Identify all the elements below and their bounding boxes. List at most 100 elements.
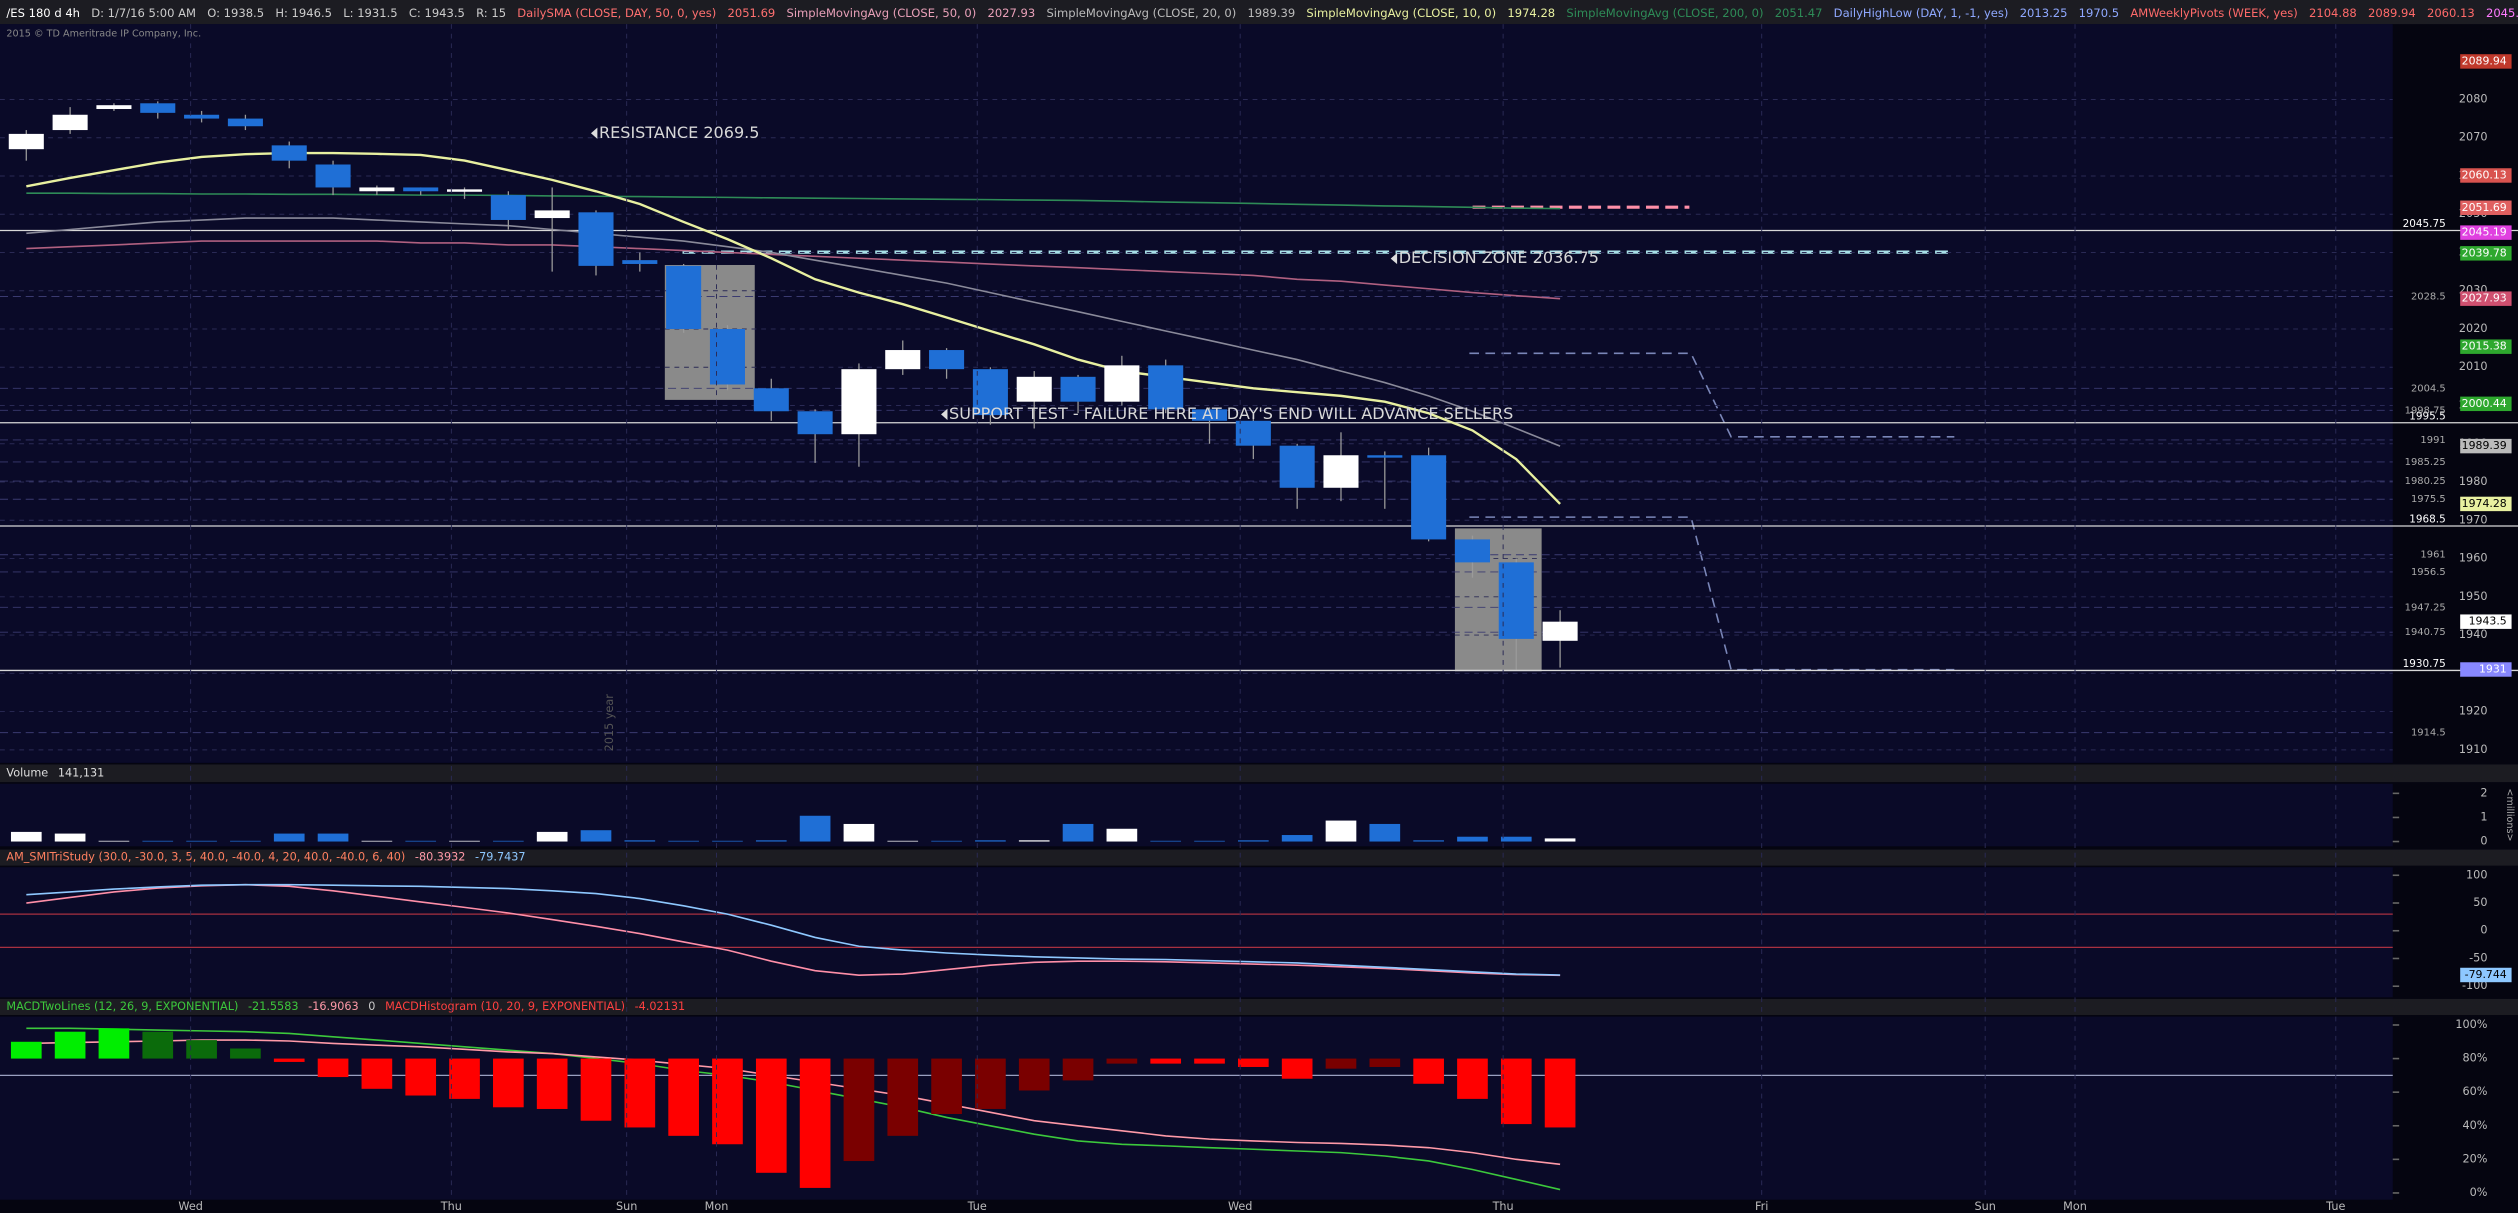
panel-header-item: -80.3932	[415, 851, 466, 864]
candle-body	[1104, 365, 1140, 402]
volume-bar	[493, 840, 524, 842]
y-tick-label: 2020	[2459, 322, 2488, 335]
candle-body	[1191, 409, 1228, 421]
y-tick-label: 40%	[2463, 1119, 2488, 1132]
volume-bar	[712, 840, 743, 842]
toolbar-item: 2104.88	[2309, 5, 2357, 19]
y-tick-label: 60%	[2463, 1085, 2488, 1098]
histogram-bar	[931, 1058, 962, 1115]
y-tick-label: 2010	[2459, 360, 2488, 373]
toolbar-item: /ES 180 d 4h	[6, 5, 80, 19]
x-tick-label: Sun	[1975, 1200, 1996, 1213]
volume-bar	[931, 840, 962, 842]
price-badge	[2460, 967, 2512, 983]
price-badge	[2460, 438, 2512, 454]
y-tick-label: 20%	[2463, 1152, 2488, 1165]
histogram-bar	[1238, 1058, 1269, 1067]
histogram-bar	[1413, 1058, 1444, 1084]
volume-bar	[98, 840, 130, 842]
price-label: 1961	[2420, 550, 2445, 561]
price-badge	[2460, 246, 2512, 261]
histogram-bar	[493, 1058, 524, 1108]
toolbar-item: R: 15	[476, 5, 506, 19]
y-tick-label: -50	[2469, 951, 2487, 964]
x-tick-label: Thu	[440, 1200, 462, 1213]
annotation-arrow	[590, 127, 598, 139]
macd-header-bar	[0, 998, 2518, 1015]
axis-label: <millions>	[2504, 788, 2515, 841]
volume-bar	[799, 815, 831, 842]
price-label: 2028.5	[2411, 291, 2446, 302]
panel-header-item: 141,131	[58, 766, 104, 779]
histogram-bar	[1544, 1058, 1576, 1128]
price-badge	[2460, 662, 2512, 677]
candle-body	[1454, 539, 1490, 563]
price-badge-label: 2089.94	[2462, 54, 2507, 67]
panel-header-item: -79.7437	[475, 851, 526, 864]
histogram-bar	[843, 1058, 875, 1162]
toolbar-item: 2060.13	[2427, 5, 2475, 19]
x-tick-label: Wed	[178, 1200, 202, 1213]
toolbar-item: DailySMA (CLOSE, DAY, 50, 0, yes)	[517, 5, 716, 19]
osc-panel	[0, 867, 2393, 998]
y-tick-label: 0%	[2470, 1186, 2488, 1199]
x-tick-label: Tue	[967, 1200, 987, 1213]
candle-body	[184, 114, 220, 119]
histogram-bar	[405, 1058, 437, 1096]
candle-body	[315, 164, 351, 188]
volume-bar	[54, 833, 86, 842]
histogram-bar	[887, 1058, 919, 1136]
y-tick-label: 1920	[2459, 705, 2488, 718]
histogram-bar	[142, 1031, 174, 1059]
price-label: 1975.5	[2411, 494, 2446, 505]
candle-body	[1367, 455, 1403, 458]
candle-body	[753, 388, 789, 412]
panel-header-item: Volume	[6, 766, 48, 779]
macd-panel	[0, 1016, 2393, 1200]
price-badge-label: 2015.38	[2462, 340, 2507, 353]
level-label: 1995.5	[2409, 410, 2445, 422]
x-tick-label: Wed	[1228, 1200, 1252, 1213]
volume-bar	[1500, 836, 1532, 842]
toolbar-item: L: 1931.5	[343, 5, 397, 19]
volume-bar	[755, 840, 787, 842]
osc-header-bar	[0, 849, 2518, 866]
candle-body	[8, 133, 44, 150]
histogram-bar	[10, 1041, 42, 1059]
y-tick-label: 80%	[2463, 1052, 2488, 1065]
price-badge-label: -79.744	[2465, 968, 2507, 981]
candle-body	[271, 145, 307, 161]
projection-line	[1469, 516, 1955, 671]
candle-body	[1235, 420, 1271, 446]
volume-bar	[536, 831, 568, 842]
y-tick-label: 100%	[2455, 1018, 2487, 1031]
level-label: 1968.5	[2409, 514, 2445, 526]
histogram-bar	[668, 1058, 699, 1136]
toolbar-item: 2051.47	[1775, 5, 1823, 19]
toolbar-item: 2089.94	[2368, 5, 2416, 19]
candle-body	[227, 118, 263, 127]
toolbar-item: SimpleMovingAvg (CLOSE, 10, 0)	[1306, 5, 1496, 19]
indicator-line	[26, 192, 1561, 210]
toolbar-item: 2027.93	[987, 5, 1035, 19]
histogram-bar	[54, 1031, 86, 1059]
histogram-bar	[273, 1058, 305, 1062]
indicator-line	[26, 883, 1561, 977]
histogram-bar	[317, 1058, 349, 1078]
volume-bar	[1281, 835, 1313, 842]
side-label: 2015 year	[603, 694, 616, 752]
candle-body	[1323, 455, 1359, 488]
candle-body	[140, 103, 176, 113]
panel-header-item: 0	[368, 1000, 375, 1013]
price-label: 1940.75	[2405, 627, 2446, 638]
price-badge	[2460, 54, 2512, 69]
toolbar: /ES 180 d 4h D: 1/7/16 5:00 AM O: 1938.5 H:…	[6, 5, 2518, 19]
histogram-bar	[1325, 1058, 1357, 1069]
histogram-bar	[1457, 1058, 1488, 1099]
histogram-bar	[1150, 1058, 1182, 1064]
price-badge	[2460, 339, 2512, 354]
volume-bar	[580, 830, 612, 842]
candle-body	[446, 189, 483, 192]
